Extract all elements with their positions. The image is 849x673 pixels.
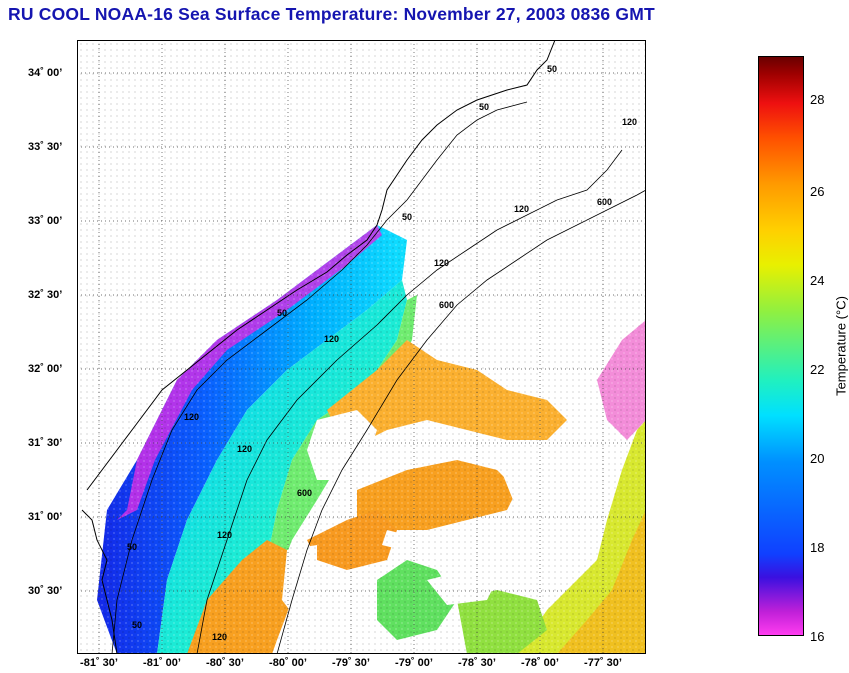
colorbar-tick: 22 [810, 362, 825, 377]
map-title: RU COOL NOAA-16 Sea Surface Temperature:… [8, 4, 655, 24]
lon-label: -79˚ 00’ [395, 657, 433, 669]
lat-label: 33˚ 00’ [28, 215, 63, 227]
sst-map: 50 50 120 600 120 50 120 600 50 120 600 … [77, 40, 646, 654]
colorbar-tick: 16 [810, 629, 825, 644]
contour-label: 120 [217, 530, 232, 540]
contour-label: 50 [402, 212, 412, 222]
lat-label: 30˚ 30’ [28, 585, 63, 597]
texture-overlay [77, 40, 646, 654]
contour-label: 120 [184, 412, 199, 422]
colorbar-tick: 26 [810, 184, 825, 199]
contour-label: 120 [237, 444, 252, 454]
contour-50m [111, 101, 528, 654]
lon-label: -81˚ 00’ [143, 657, 181, 669]
lon-label: -77˚ 30’ [584, 657, 622, 669]
contour-label: 50 [132, 620, 142, 630]
contour-label: 600 [439, 300, 454, 310]
contour-120m [196, 149, 623, 654]
sst-field [77, 40, 646, 654]
lat-label: 32˚ 30’ [28, 289, 63, 301]
contour-label: 120 [514, 204, 529, 214]
lon-label: -79˚ 30’ [332, 657, 370, 669]
lon-label: -80˚ 00’ [269, 657, 307, 669]
lon-label: -78˚ 00’ [521, 657, 559, 669]
lat-label: 31˚ 00’ [28, 511, 63, 523]
colorbar-tick: 20 [810, 451, 825, 466]
contour-label: 600 [597, 197, 612, 207]
coastline-south [81, 509, 118, 654]
contour-label: 50 [127, 542, 137, 552]
lon-label: -78˚ 30’ [458, 657, 496, 669]
contour-label: 120 [212, 632, 227, 642]
contour-label: 120 [324, 334, 339, 344]
colorbar-tick: 24 [810, 273, 825, 288]
lon-label: -81˚ 30’ [80, 657, 118, 669]
lat-label: 33˚ 30’ [28, 141, 63, 153]
contour-label: 120 [434, 258, 449, 268]
lat-label: 34˚ 00’ [28, 67, 63, 79]
contour-label: 600 [297, 488, 312, 498]
colorbar-title: Temperature (°C) [833, 296, 849, 396]
contour-label: 50 [479, 102, 489, 112]
contour-600m [276, 189, 646, 654]
contour-label: 50 [277, 308, 287, 318]
colorbar-tick: 28 [810, 92, 825, 107]
graticule [77, 40, 646, 654]
colorbar-tick: 18 [810, 540, 825, 555]
temperature-colorbar [758, 56, 804, 636]
map-frame [77, 40, 646, 654]
lon-label: -80˚ 30’ [206, 657, 244, 669]
contour-label: 50 [547, 64, 557, 74]
contour-label: 120 [622, 117, 637, 127]
coastline [86, 40, 556, 491]
lat-label: 32˚ 00’ [28, 363, 63, 375]
lat-label: 31˚ 30’ [28, 437, 63, 449]
